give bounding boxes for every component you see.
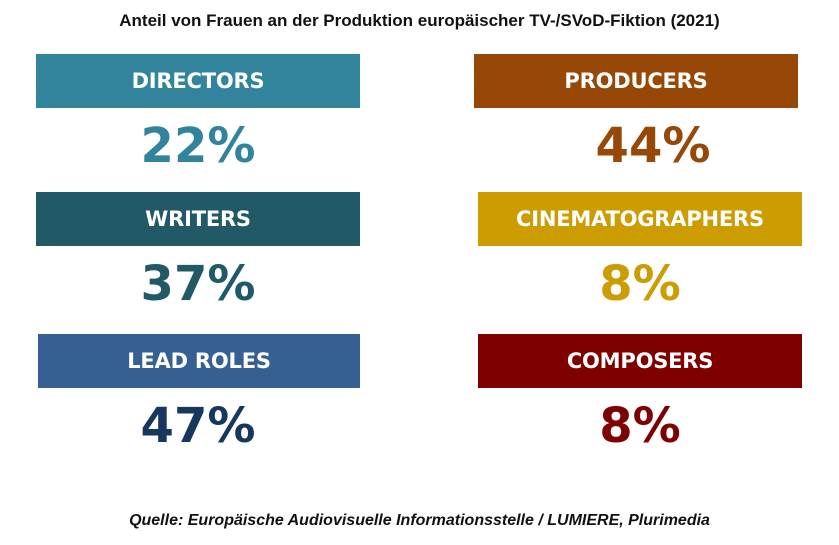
lead-roles-label-bar: LEAD ROLES xyxy=(38,334,360,388)
writers-label: WRITERS xyxy=(145,207,251,231)
directors-label-bar: DIRECTORS xyxy=(36,54,360,108)
writers-value: 37% xyxy=(140,256,256,312)
cinematographers-label: CINEMATOGRAPHERS xyxy=(516,207,764,231)
chart-title: Anteil von Frauen an der Produktion euro… xyxy=(119,11,720,30)
lead-roles-label: LEAD ROLES xyxy=(127,349,271,373)
composers-label: COMPOSERS xyxy=(566,349,714,373)
tile-composers: COMPOSERS 8% xyxy=(478,334,802,454)
cinematographers-label-bar: CINEMATOGRAPHERS xyxy=(478,192,802,246)
tile-lead-roles: LEAD ROLES 47% xyxy=(38,334,360,454)
producers-label: PRODUCERS xyxy=(564,69,708,93)
tile-directors: DIRECTORS 22% xyxy=(36,54,360,174)
directors-label: DIRECTORS xyxy=(131,69,265,93)
tile-cinematographers: CINEMATOGRAPHERS 8% xyxy=(478,192,802,312)
composers-label-bar: COMPOSERS xyxy=(478,334,802,388)
producers-label-bar: PRODUCERS xyxy=(474,54,798,108)
producers-value: 44% xyxy=(595,118,711,174)
cinematographers-value: 8% xyxy=(599,256,681,312)
source-note: Quelle: Europäische Audiovisuelle Inform… xyxy=(129,512,710,529)
tile-writers: WRITERS 37% xyxy=(36,192,360,312)
lead-roles-value: 47% xyxy=(140,398,256,454)
tile-producers: PRODUCERS 44% xyxy=(474,54,798,174)
writers-label-bar: WRITERS xyxy=(36,192,360,246)
directors-value: 22% xyxy=(140,118,256,174)
composers-value: 8% xyxy=(599,398,681,454)
